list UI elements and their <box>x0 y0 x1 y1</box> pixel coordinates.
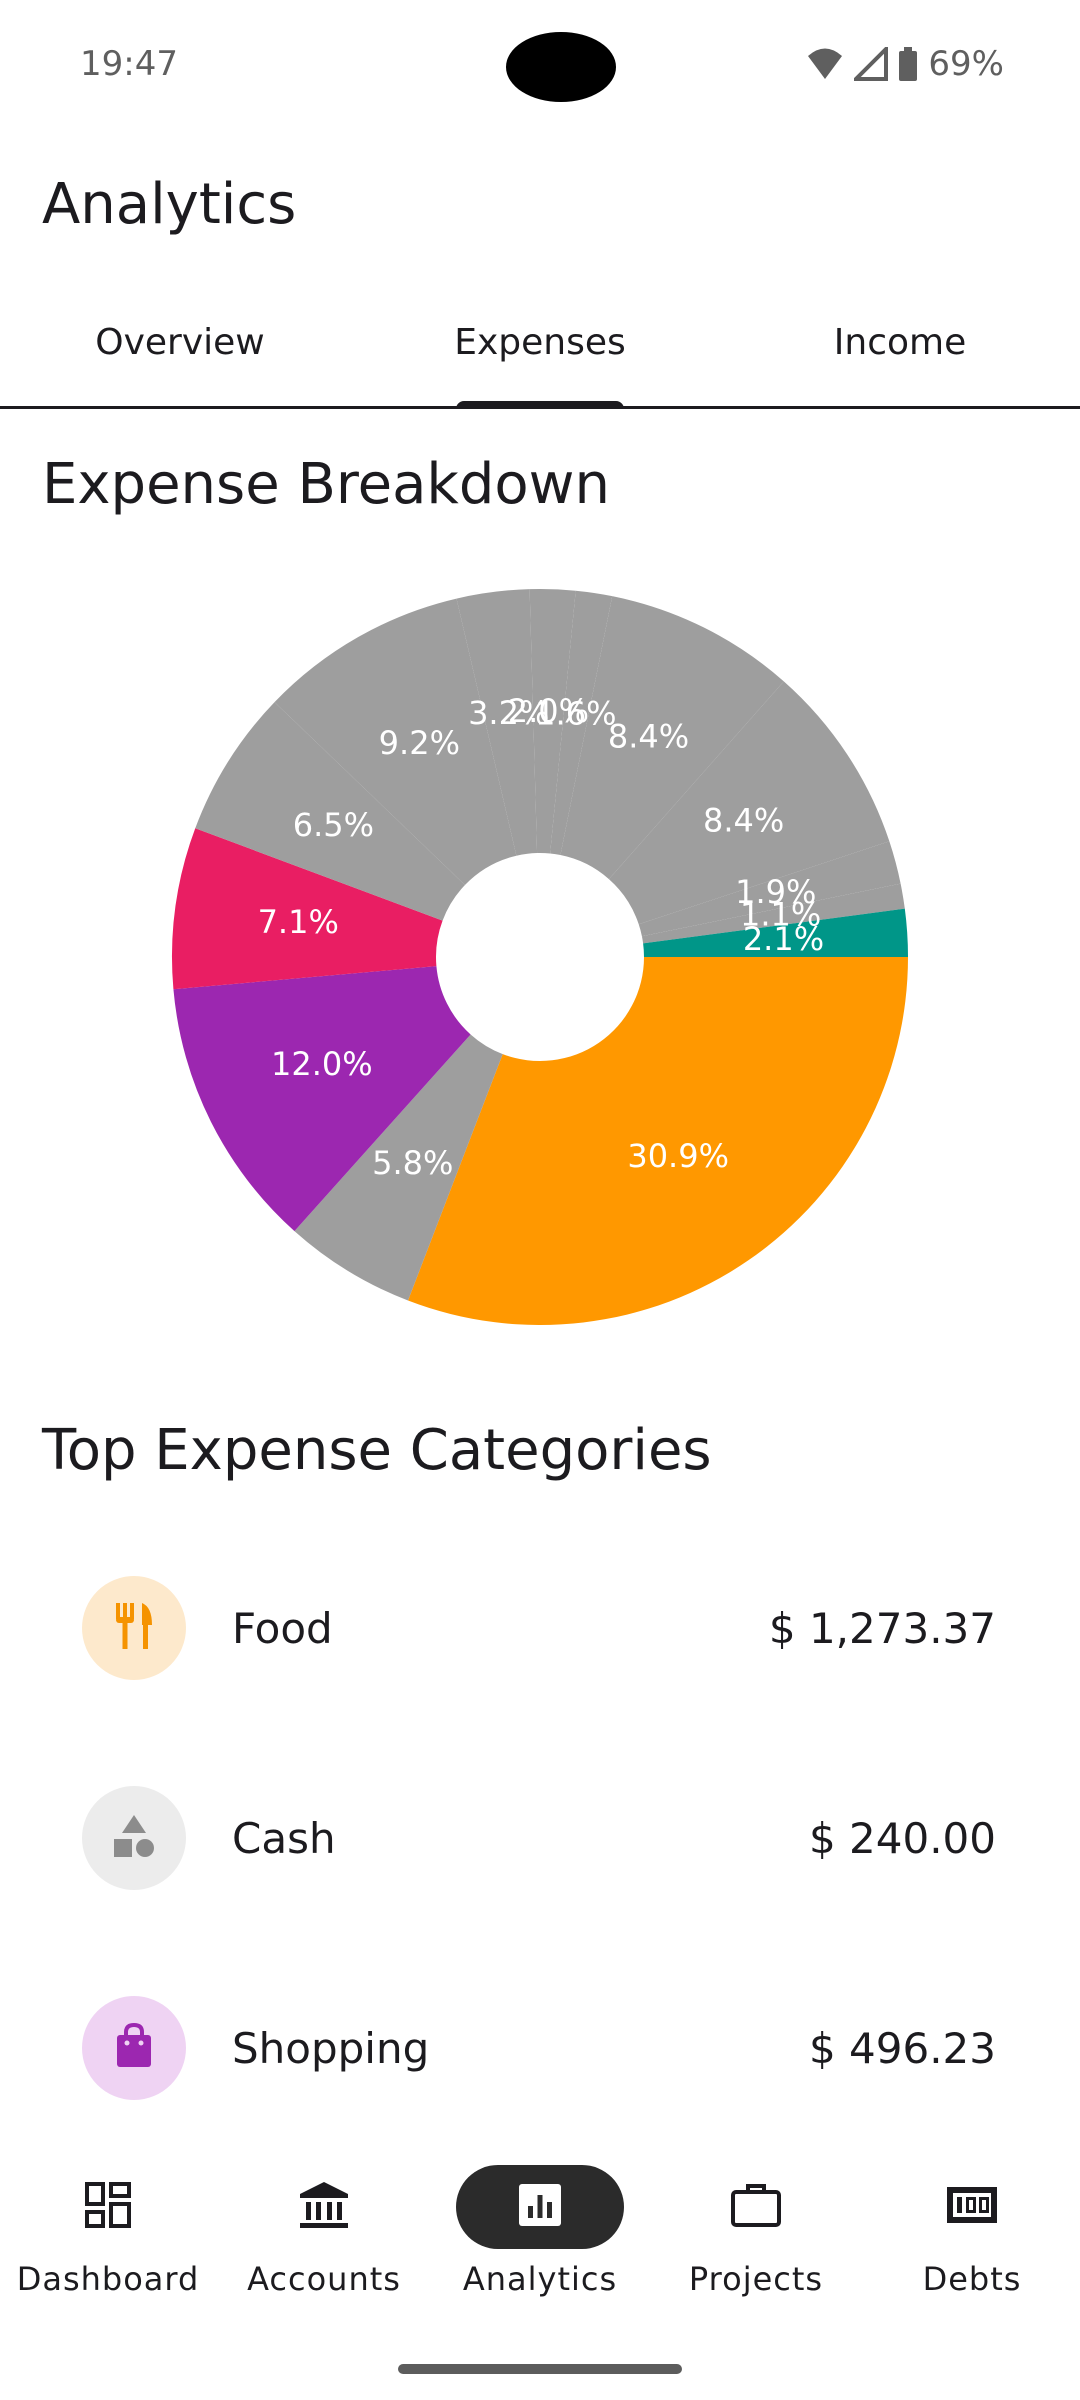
donut-slice-9[interactable] <box>560 596 784 880</box>
tab-bar: Overview Expenses Income <box>0 290 1080 409</box>
donut-slice-label-9: 8.4% <box>608 717 689 755</box>
donut-slice-label-11: 1.9% <box>735 873 816 911</box>
donut-slice-label-6: 3.2% <box>468 694 549 732</box>
nav-label: Projects <box>688 2260 824 2298</box>
donut-slice-1[interactable] <box>294 1034 503 1301</box>
bottom-navigation: Dashboard Accounts <box>0 2140 1080 2400</box>
category-row-shopping[interactable]: Shopping $ 496.23 <box>0 1978 1080 2118</box>
category-row-food[interactable]: Food $ 1,273.37 <box>0 1558 1080 1698</box>
donut-slice-5[interactable] <box>274 598 517 885</box>
donut-slice-13[interactable] <box>643 908 908 957</box>
cash-icon-badge <box>82 1786 186 1890</box>
donut-slice-10[interactable] <box>608 681 890 925</box>
food-icon-badge <box>82 1576 186 1680</box>
donut-slice-label-3: 7.1% <box>258 903 339 941</box>
donut-slice-label-4: 6.5% <box>293 806 374 844</box>
nav-accounts[interactable]: Accounts <box>216 2140 432 2400</box>
donut-slice-label-7: 2.0% <box>508 692 589 730</box>
section-title-expense-breakdown: Expense Breakdown <box>42 452 610 517</box>
page-title: Analytics <box>42 172 297 237</box>
battery-icon <box>898 47 918 81</box>
category-amount: $ 496.23 <box>808 2024 996 2073</box>
nav-analytics[interactable]: Analytics <box>432 2140 648 2400</box>
money-icon <box>945 2185 999 2229</box>
donut-slice-label-12: 1.1% <box>740 896 821 934</box>
cell-signal-icon <box>854 47 889 81</box>
battery-percent: 69% <box>928 44 1004 84</box>
donut-svg: 30.9%5.8%12.0%7.1%6.5%9.2%3.2%2.0%1.6%8.… <box>171 589 908 1325</box>
category-name: Cash <box>232 1814 336 1863</box>
nav-indicator <box>24 2165 192 2249</box>
nav-label: Debts <box>922 2260 1022 2298</box>
donut-slice-label-0: 30.9% <box>627 1137 729 1175</box>
nav-label: Accounts <box>247 2260 401 2298</box>
category-amount: $ 240.00 <box>808 1814 996 1863</box>
nav-indicator <box>240 2165 408 2249</box>
donut-slice-12[interactable] <box>641 883 905 944</box>
category-amount: $ 1,273.37 <box>768 1604 996 1653</box>
status-icons: 69% <box>806 44 1004 84</box>
camera-cutout <box>506 32 616 102</box>
donut-slice-8[interactable] <box>550 590 613 856</box>
donut-slice-11[interactable] <box>638 841 901 937</box>
donut-slice-label-13: 2.1% <box>743 920 824 958</box>
shopping-icon-badge <box>82 1996 186 2100</box>
status-time: 19:47 <box>80 44 178 84</box>
bank-icon <box>298 2180 350 2234</box>
shapes-icon <box>110 1813 158 1863</box>
nav-debts[interactable]: Debts <box>864 2140 1080 2400</box>
tab-income[interactable]: Income <box>833 322 967 363</box>
expense-donut-chart[interactable]: 30.9% 5.8% 12.0% 7.1% 6.5% 9.2% 3.2% 2.0% 1.6% 8.… <box>168 585 912 1329</box>
briefcase-icon <box>730 2182 782 2232</box>
nav-projects[interactable]: Projects <box>648 2140 864 2400</box>
tab-expenses[interactable]: Expenses <box>360 290 720 406</box>
donut-slice-label-8: 1.6% <box>535 695 616 733</box>
category-row-cash[interactable]: Cash $ 240.00 <box>0 1768 1080 1908</box>
donut-slice-label-10: 8.4% <box>703 802 784 840</box>
donut-slice-3[interactable] <box>171 828 443 990</box>
donut-slice-4[interactable] <box>195 702 465 921</box>
nav-indicator <box>672 2165 840 2249</box>
nav-label: Analytics <box>462 2260 618 2298</box>
donut-slice-6[interactable] <box>456 589 538 856</box>
donut-slice-2[interactable] <box>173 966 471 1232</box>
shopping-bag-icon <box>114 2022 154 2073</box>
donut-slice-0[interactable] <box>408 957 908 1325</box>
category-name: Food <box>232 1604 333 1653</box>
analytics-icon <box>517 2182 563 2232</box>
nav-indicator <box>888 2165 1056 2249</box>
category-name: Shopping <box>232 2024 430 2073</box>
donut-slice-label-1: 5.8% <box>372 1144 453 1182</box>
status-bar: 19:47 69% <box>0 0 1080 135</box>
tab-overview[interactable]: Overview <box>95 322 265 363</box>
dashboard-icon <box>84 2181 132 2233</box>
nav-dashboard[interactable]: Dashboard <box>0 2140 216 2400</box>
nav-indicator-active <box>456 2165 624 2249</box>
section-title-top-categories: Top Expense Categories <box>42 1418 712 1483</box>
home-indicator <box>398 2364 682 2374</box>
donut-slice-label-2: 12.0% <box>271 1045 373 1083</box>
wifi-icon <box>806 47 844 81</box>
donut-slice-7[interactable] <box>529 589 576 854</box>
donut-slice-label-5: 9.2% <box>379 724 460 762</box>
fork-knife-icon <box>112 1601 156 1655</box>
nav-label: Dashboard <box>16 2260 200 2298</box>
